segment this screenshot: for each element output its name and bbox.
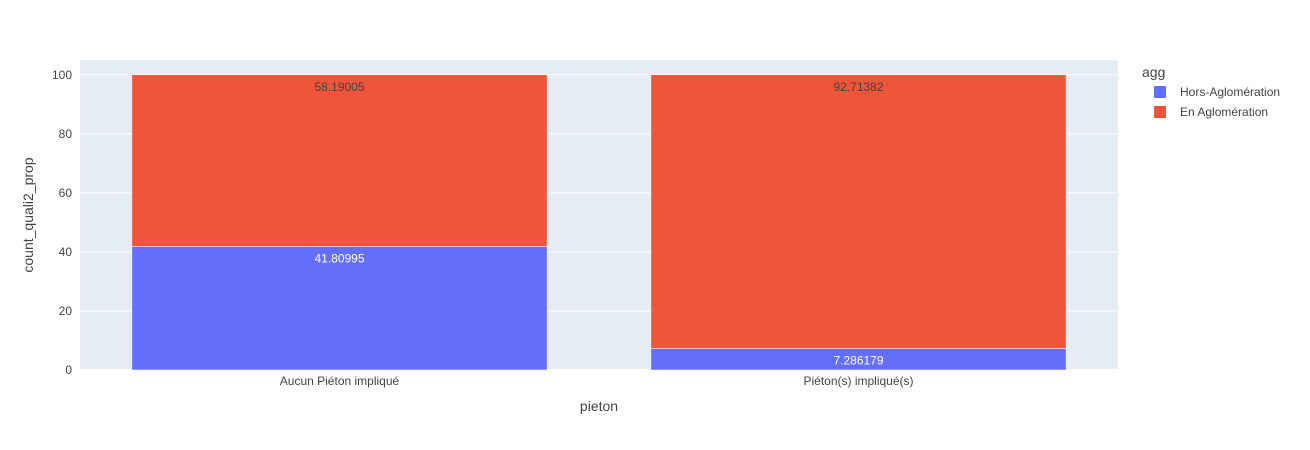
bar [131,74,548,247]
bar [650,74,1067,349]
y-axis-title: count_quali2_prop [20,157,36,272]
bar-value-label: 92.71382 [833,80,883,94]
bar-value-label: 7.286179 [833,353,883,367]
x-tick-label: Aucun Piéton impliqué [280,374,400,388]
y-tick-label: 80 [59,127,73,141]
y-tick-label: 40 [59,245,73,259]
legend-swatch [1154,106,1166,118]
bars [131,74,1067,371]
bar-labels: 41.80995 58.19005 7.286179 92.71382 [314,80,883,368]
legend: agg Hors-Aglomération En Aglomération [1142,64,1280,119]
y-tick-label: 20 [59,304,73,318]
y-tick-label: 60 [59,186,73,200]
legend-item-label: En Aglomération [1180,105,1268,119]
legend-swatch [1154,86,1166,98]
bar-value-label: 41.80995 [314,252,364,266]
y-tick-label: 100 [52,68,72,82]
y-axis-ticks: 0 20 40 60 80 100 [52,68,72,377]
legend-title: agg [1142,64,1165,80]
legend-item-label: Hors-Aglomération [1180,85,1280,99]
bar [131,246,548,371]
x-axis-title: pieton [580,398,618,414]
x-axis-ticks: Aucun Piéton impliqué Piéton(s) impliqué(… [280,374,914,388]
y-tick-label: 0 [65,363,72,377]
bar-value-label: 58.19005 [314,80,364,94]
x-tick-label: Piéton(s) impliqué(s) [803,374,913,388]
